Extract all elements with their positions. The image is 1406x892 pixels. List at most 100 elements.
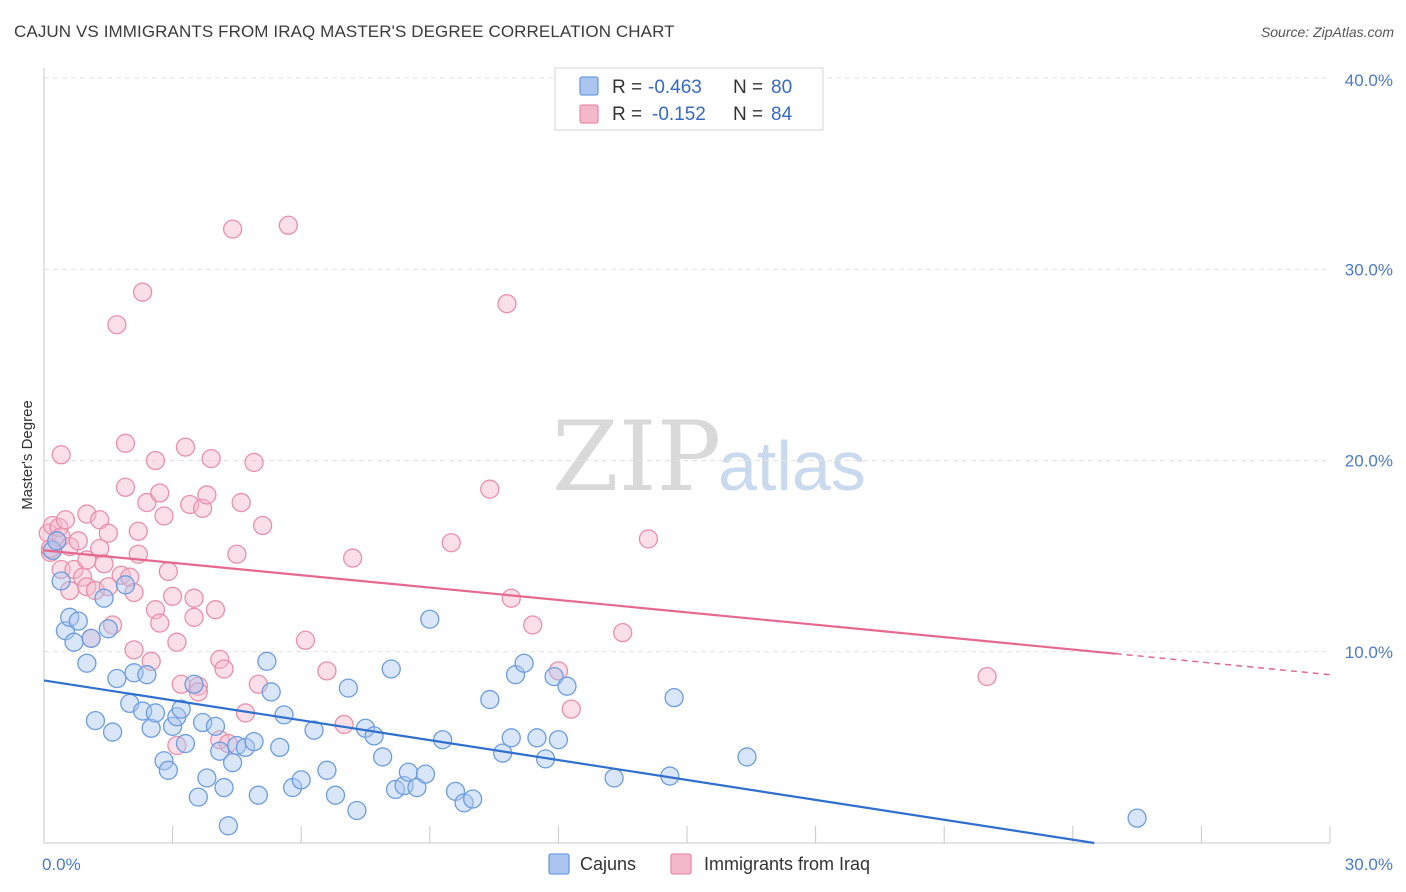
iraq-point	[132, 282, 153, 302]
iraq-point	[94, 554, 114, 574]
y-tick-label: 20.0%	[1345, 452, 1393, 471]
bottom-legend-cajun-label: Cajuns	[580, 854, 636, 874]
cajun-point	[115, 575, 136, 595]
cajun-point	[604, 768, 624, 788]
cajun-point	[218, 816, 238, 836]
cajun-point	[51, 571, 71, 591]
iraq-point	[128, 521, 148, 541]
x-tick-label: 30.0%	[1345, 855, 1393, 874]
iraq-point	[227, 544, 247, 564]
iraq-point	[115, 477, 136, 497]
iraq-point	[90, 538, 110, 559]
cajun-point	[85, 710, 106, 731]
cajun-point	[372, 747, 393, 767]
bottom-legend-iraq-label: Immigrants from Iraq	[704, 854, 870, 874]
iraq-point	[197, 485, 217, 505]
cajun-point	[102, 722, 123, 742]
cajun-point	[68, 611, 88, 631]
iraq-point	[55, 510, 76, 530]
iraq-point	[51, 445, 71, 465]
iraq-point	[184, 588, 204, 608]
cajun-point	[47, 531, 67, 551]
iraq-point	[98, 523, 118, 543]
cajun-point	[141, 718, 161, 738]
iraq-point	[231, 492, 251, 513]
cajun-point	[171, 699, 191, 719]
iraq-point	[150, 613, 170, 633]
iraq-point	[145, 450, 166, 471]
iraq-point	[561, 699, 581, 719]
iraq-point	[107, 315, 127, 335]
cajun-point	[501, 728, 521, 748]
iraq-point	[154, 506, 174, 526]
cajun-point	[548, 730, 569, 750]
iraq-trend-extension	[1115, 652, 1331, 676]
legend-cajun-n-label: N =	[733, 77, 763, 98]
iraq-point	[441, 533, 461, 553]
cajun-point	[415, 764, 436, 784]
iraq-point	[158, 561, 178, 582]
cajun-point	[81, 628, 101, 649]
iraq-point	[214, 659, 234, 679]
iraq-point	[613, 622, 633, 643]
bottom-legend-cajun-swatch	[548, 853, 570, 875]
cajun-point	[197, 768, 217, 788]
cajun-point	[261, 682, 281, 702]
iraq-point	[497, 294, 517, 314]
chart-title: CAJUN VS IMMIGRANTS FROM IRAQ MASTER'S D…	[14, 22, 675, 41]
iraq-point	[150, 483, 170, 503]
cajun-point	[210, 741, 230, 761]
iraq-point	[124, 640, 144, 660]
cajun-point	[463, 789, 483, 809]
cajun-point	[347, 800, 367, 821]
cajun-point	[1127, 808, 1147, 828]
iraq-point	[167, 632, 187, 652]
bottom-legend-iraq-swatch	[670, 853, 692, 875]
legend-iraq-r-label: R =	[612, 104, 642, 125]
axes	[43, 68, 1331, 844]
cajun-trend-line	[43, 679, 1095, 845]
y-tick-label: 10.0%	[1345, 643, 1393, 662]
legend-iraq-n-label: N =	[733, 104, 763, 125]
cajun-point	[205, 716, 226, 736]
legend-cajun-r-value: -0.463	[648, 77, 702, 98]
legend-cajun-swatch	[579, 76, 599, 96]
y-tick-labels: 10.0% 20.0% 30.0% 40.0%	[1345, 71, 1393, 662]
iraq-point	[184, 607, 204, 627]
cajun-point	[248, 785, 268, 805]
cajun-point	[98, 619, 118, 639]
cajun-point	[154, 751, 174, 771]
cajun-point	[317, 760, 337, 780]
correlation-legend: R = -0.463 N = 80 R = -0.152 N = 84	[554, 67, 824, 131]
cajun-point	[107, 668, 127, 689]
cajun-point	[420, 609, 440, 629]
cajun-point	[214, 777, 234, 798]
watermark-atlas: atlas	[718, 427, 866, 505]
cajun-point	[184, 674, 204, 694]
watermark-zip: ZIP	[552, 401, 721, 513]
cajun-point	[557, 676, 577, 696]
iraq-point	[638, 529, 659, 549]
cajun-point	[270, 737, 290, 758]
legend-iraq-r-value: -0.152	[652, 104, 706, 125]
cajun-points	[42, 531, 1147, 836]
legend-iraq-n-value: 84	[771, 104, 793, 125]
iraq-point	[175, 437, 196, 457]
cajun-point	[257, 651, 277, 671]
cajun-point	[338, 678, 359, 698]
y-tick-label: 40.0%	[1345, 71, 1393, 90]
iraq-point	[252, 515, 273, 536]
cajun-point	[664, 688, 684, 708]
cajun-point	[145, 703, 166, 723]
x-tick-label: 0.0%	[42, 855, 81, 874]
cajun-point	[94, 588, 114, 608]
iraq-point	[295, 630, 316, 650]
cajun-point	[274, 705, 294, 725]
cajun-point	[544, 666, 564, 687]
iraq-point	[317, 661, 337, 681]
y-tick-label: 30.0%	[1345, 260, 1393, 279]
iraq-point	[68, 531, 88, 551]
iraq-point	[501, 588, 521, 608]
cajun-point	[527, 728, 547, 748]
